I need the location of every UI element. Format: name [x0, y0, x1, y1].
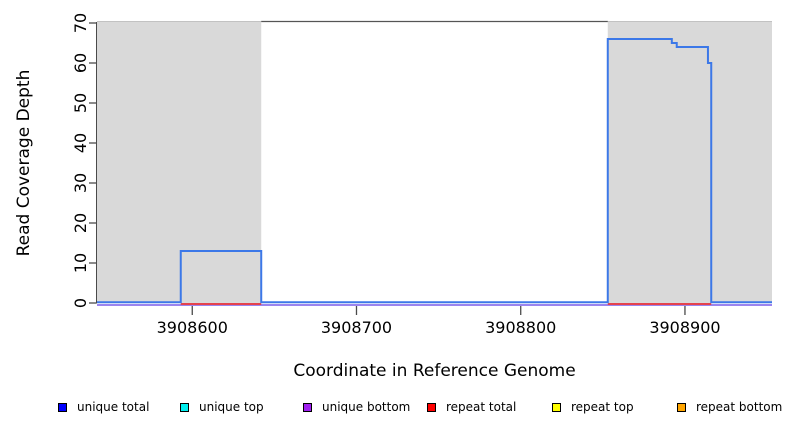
legend-label: repeat total [446, 400, 517, 414]
x-tick-label: 3908600 [157, 318, 228, 337]
legend-label: repeat top [571, 400, 634, 414]
legend-label: unique top [199, 400, 264, 414]
y-tick-label: 20 [71, 213, 90, 233]
legend-item-unique-bottom: unique bottom [303, 400, 410, 414]
legend-item-unique-top: unique top [180, 400, 264, 414]
repeat-region-shading [607, 21, 772, 303]
y-tick-label: 30 [71, 173, 90, 193]
x-tick-label: 3908800 [485, 318, 556, 337]
y-tick-label: 10 [71, 253, 90, 273]
y-tick-label: 60 [71, 53, 90, 73]
y-tick-label: 70 [71, 13, 90, 33]
legend-label: unique total [77, 400, 150, 414]
legend-label: repeat bottom [696, 400, 783, 414]
legend-item-unique-total: unique total [58, 400, 149, 414]
legend-item-repeat-top: repeat top [552, 400, 634, 414]
legend-item-repeat-total: repeat total [427, 400, 516, 414]
y-tick-label: 50 [71, 93, 90, 113]
legend-label: unique bottom [322, 400, 411, 414]
repeat-region-shading [97, 21, 262, 303]
legend-item-repeat-bottom: repeat bottom [677, 400, 782, 414]
legend-swatch-unique-bottom [303, 402, 312, 412]
y-tick-label: 0 [71, 298, 90, 308]
legend-swatch-unique-total [58, 402, 67, 412]
x-axis-title: Coordinate in Reference Genome [293, 361, 576, 381]
unique-total-line [97, 38, 772, 304]
x-tick-label: 3908700 [321, 318, 392, 337]
legend-swatch-repeat-top [552, 402, 561, 412]
legend-swatch-unique-top [180, 402, 189, 412]
legend-swatch-repeat-bottom [677, 402, 686, 412]
y-axis-title: Read Coverage Depth [14, 69, 34, 257]
legend-swatch-repeat-total [427, 402, 436, 412]
y-tick-label: 40 [71, 133, 90, 153]
x-tick-label: 3908900 [649, 318, 720, 337]
